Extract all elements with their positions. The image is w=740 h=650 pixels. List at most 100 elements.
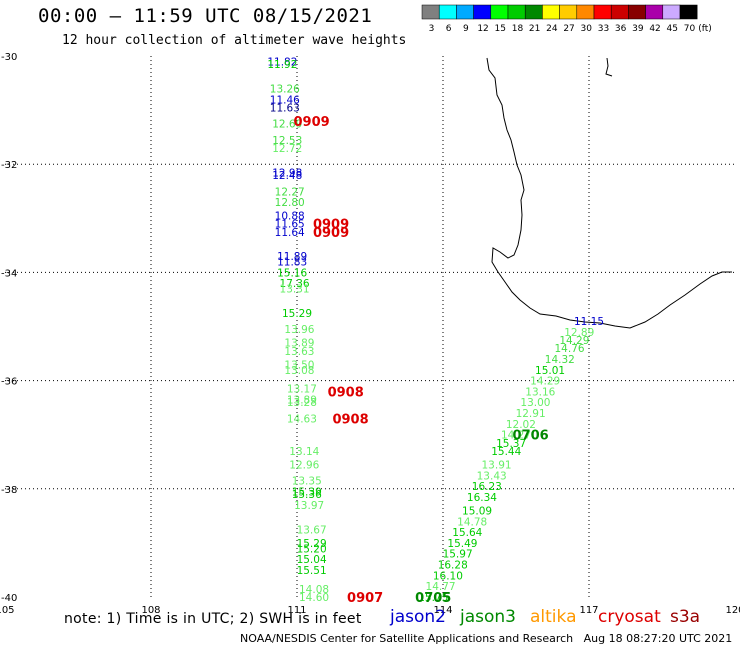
swh-value: 15.51: [297, 565, 327, 577]
swh-value: 15.36: [292, 489, 322, 501]
x-tick-label: 114: [433, 605, 452, 616]
colorbar-swatch: [628, 4, 646, 20]
colorbar-unit: (ft): [698, 24, 712, 34]
swh-value: 11.92: [267, 59, 297, 71]
swh-value: 13.14: [289, 446, 319, 458]
colorbar-label: 27: [563, 24, 574, 34]
colorbar-label: 24: [546, 24, 558, 34]
colorbar-label: 21: [529, 24, 540, 34]
swh-value: 13.96: [284, 324, 314, 336]
pass-time-label: 0907: [347, 591, 383, 606]
swh-value: 10.88: [275, 211, 305, 223]
swh-value: 13.35: [292, 476, 322, 488]
legend-jason3: jason3: [460, 607, 516, 627]
swh-value: 15.37: [496, 438, 526, 450]
colorbar-label: 45: [667, 24, 678, 34]
swh-value: 13.89: [287, 395, 317, 407]
colorbar-label: 42: [649, 24, 660, 34]
x-tick-label: 111: [287, 605, 306, 616]
swh-value: 14.29: [530, 376, 560, 388]
page-subtitle: 12 hour collection of altimeter wave hei…: [62, 33, 407, 48]
legend-altika: altika: [530, 607, 577, 627]
pass-time-label: 0706: [513, 429, 549, 444]
colorbar-swatch: [662, 4, 681, 20]
colorbar-swatch: [645, 4, 664, 20]
swh-value: 15.04: [297, 554, 327, 566]
colorbar-label: 39: [632, 24, 644, 34]
colorbar-label: 15: [495, 24, 506, 34]
swh-value: 13.97: [294, 500, 324, 512]
footer-credit: NOAA/NESDIS Center for Satellite Applica…: [240, 632, 733, 645]
swh-value: 16.28: [438, 560, 468, 572]
pass-time-label: 0909: [313, 218, 349, 233]
swh-value: 12.48: [272, 170, 302, 182]
swh-value: 13.63: [284, 346, 314, 358]
x-tick-label: 105: [0, 605, 15, 616]
swh-value: 11.64: [275, 227, 305, 239]
swh-value: 12.53: [272, 135, 302, 147]
colorbar-swatch: [490, 4, 509, 20]
y-tick-label: -40: [1, 593, 17, 604]
x-tick-label: 120: [725, 605, 740, 616]
swh-value: 14.08: [299, 584, 329, 596]
y-tick-label: -38: [1, 485, 17, 496]
pass-time-label: 0705: [415, 591, 451, 606]
swh-value: 11.83: [277, 257, 307, 269]
swh-value: 15.29: [282, 308, 312, 320]
swh-value: 13.17: [287, 384, 317, 396]
swh-value: 12.89: [564, 327, 594, 339]
swh-value: 14.32: [545, 354, 575, 366]
colorbar-swatch: [576, 4, 595, 20]
colorbar-swatch: [421, 4, 440, 20]
swh-value: 11.89: [277, 251, 307, 263]
swh-value: 17.36: [280, 278, 310, 290]
colorbar-label: 9: [463, 24, 469, 34]
colorbar-label: 18: [512, 24, 524, 34]
swh-value: 13.16: [525, 386, 555, 398]
legend-cryosat: cryosat: [598, 607, 661, 627]
swh-value: 16.10: [433, 570, 463, 582]
swh-value: 12.80: [275, 197, 305, 209]
swh-value: 13.91: [482, 459, 512, 471]
swh-value: 15.01: [535, 365, 565, 377]
colorbar-label: 12: [477, 24, 488, 34]
swh-value: 14.76: [555, 343, 585, 355]
page-title: 00:00 – 11:59 UTC 08/15/2021: [38, 5, 373, 27]
pass-time-label: 0908: [332, 412, 368, 427]
island-path: [605, 57, 613, 77]
colorbar-swatch: [456, 4, 474, 20]
swh-value: 13.89: [284, 338, 314, 350]
swh-value: 12.91: [516, 408, 546, 420]
swh-value: 16.34: [467, 492, 497, 504]
note-text: note: 1) Time is in UTC; 2) SWH is in fe…: [64, 611, 362, 627]
swh-value: 15.09: [462, 505, 492, 517]
swh-value: 15.16: [277, 267, 307, 279]
legend-s3a: s3a: [670, 607, 701, 627]
swh-value: 12.02: [506, 419, 536, 431]
swh-value: 11.82: [267, 56, 297, 68]
swh-value: 13.26: [270, 83, 300, 95]
swh-value: 11.15: [574, 316, 604, 328]
x-tick-label: 108: [141, 605, 160, 616]
pass-time-label: 0909: [313, 226, 349, 241]
colorbar-swatch: [438, 4, 457, 20]
pass-time-label: 0909: [294, 115, 330, 130]
swh-value: 14.77: [426, 581, 456, 593]
swh-value: 15.64: [452, 527, 482, 539]
swh-value: 13.00: [520, 397, 550, 409]
swh-value: 13.08: [284, 365, 314, 377]
colorbar-swatch: [610, 4, 629, 20]
swh-value: 11.46: [270, 94, 300, 106]
colorbar-label: 70: [684, 24, 696, 34]
swh-value: 14.27: [501, 430, 531, 442]
colorbar-swatch: [542, 4, 560, 20]
swh-value: 12.96: [289, 459, 319, 471]
y-tick-label: -36: [1, 377, 17, 388]
swh-value: 13.43: [477, 470, 507, 482]
legend-jason2: jason2: [390, 607, 446, 627]
colorbar-swatch: [593, 4, 612, 20]
swh-value: 15.75: [418, 592, 448, 604]
swh-value: 13.50: [284, 359, 314, 371]
lat-lon-grid: [5, 56, 735, 597]
